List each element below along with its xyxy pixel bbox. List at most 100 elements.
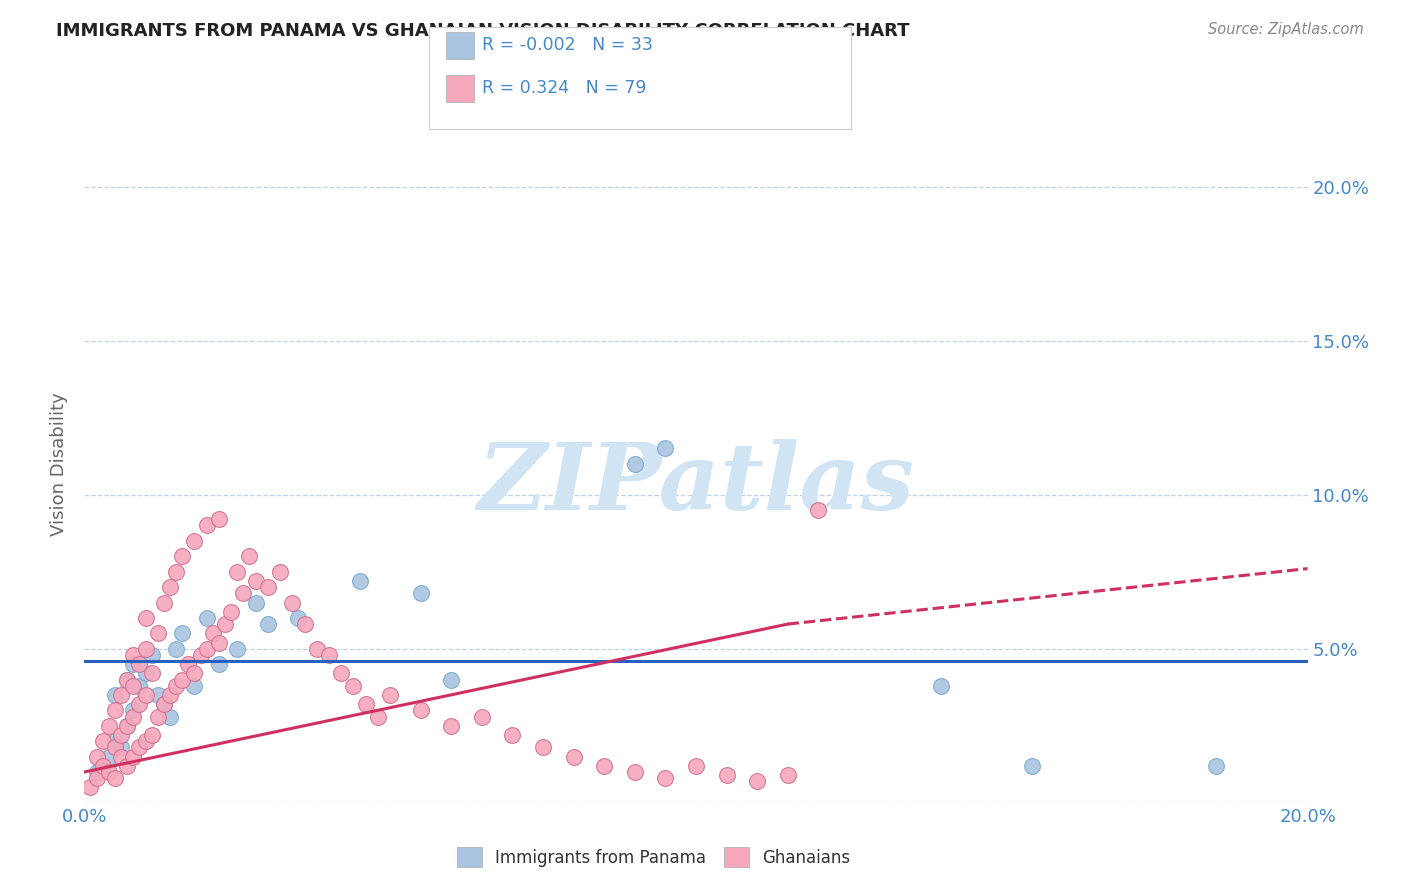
Point — [115, 673, 138, 687]
Point — [135, 734, 157, 748]
Point — [716, 768, 738, 782]
Point — [214, 617, 236, 632]
Point — [110, 749, 132, 764]
Point — [593, 759, 616, 773]
Point — [86, 764, 108, 779]
Point — [110, 728, 132, 742]
Point — [624, 764, 647, 779]
Point — [128, 657, 150, 672]
Point — [807, 503, 830, 517]
Point — [201, 626, 224, 640]
Text: R = 0.324   N = 79: R = 0.324 N = 79 — [482, 79, 647, 97]
Point — [330, 666, 353, 681]
Point — [183, 666, 205, 681]
Point — [190, 648, 212, 662]
Point — [135, 688, 157, 702]
Point — [115, 719, 138, 733]
Point — [165, 679, 187, 693]
Point — [97, 764, 120, 779]
Point — [195, 641, 218, 656]
Point — [104, 740, 127, 755]
Point — [349, 574, 371, 588]
Point — [159, 580, 181, 594]
Point — [238, 549, 260, 564]
Point — [165, 565, 187, 579]
Point — [342, 679, 364, 693]
Text: ZIPatlas: ZIPatlas — [478, 439, 914, 529]
Point — [257, 617, 280, 632]
Point — [104, 771, 127, 785]
Point — [122, 657, 145, 672]
Point — [471, 709, 494, 723]
Point — [104, 688, 127, 702]
Point — [195, 518, 218, 533]
Point — [141, 666, 163, 681]
Point — [232, 586, 254, 600]
Point — [153, 697, 176, 711]
Point — [128, 679, 150, 693]
Point — [159, 688, 181, 702]
Point — [685, 759, 707, 773]
Point — [110, 740, 132, 755]
Point — [146, 709, 169, 723]
Point — [208, 512, 231, 526]
Point — [354, 697, 377, 711]
Point — [226, 641, 249, 656]
Point — [305, 641, 328, 656]
Point — [440, 719, 463, 733]
Point — [654, 442, 676, 456]
Point — [91, 759, 114, 773]
Point — [86, 771, 108, 785]
Point — [165, 641, 187, 656]
Point — [122, 703, 145, 717]
Point — [440, 673, 463, 687]
Point — [135, 666, 157, 681]
Text: R = -0.002   N = 33: R = -0.002 N = 33 — [482, 37, 654, 54]
Point — [122, 749, 145, 764]
Point — [409, 586, 432, 600]
Point — [115, 673, 138, 687]
Point — [409, 703, 432, 717]
Point — [1021, 759, 1043, 773]
Point — [110, 688, 132, 702]
Point — [1205, 759, 1227, 773]
Point — [502, 728, 524, 742]
Point — [104, 703, 127, 717]
Point — [172, 626, 194, 640]
Point — [86, 749, 108, 764]
Point — [115, 759, 138, 773]
Point — [776, 768, 799, 782]
Point — [269, 565, 291, 579]
Point — [172, 549, 194, 564]
Text: Ghanaians: Ghanaians — [762, 849, 851, 867]
Point — [624, 457, 647, 471]
Point — [141, 648, 163, 662]
Point — [172, 673, 194, 687]
Point — [219, 605, 242, 619]
Point — [208, 635, 231, 649]
Point — [226, 565, 249, 579]
Point — [367, 709, 389, 723]
Point — [122, 648, 145, 662]
Point — [929, 679, 952, 693]
Point — [97, 719, 120, 733]
Point — [208, 657, 231, 672]
Point — [159, 709, 181, 723]
Point — [135, 641, 157, 656]
Point — [183, 533, 205, 548]
Text: Immigrants from Panama: Immigrants from Panama — [495, 849, 706, 867]
Point — [245, 574, 267, 588]
Point — [128, 697, 150, 711]
Point — [287, 611, 309, 625]
Point — [128, 740, 150, 755]
Point — [146, 626, 169, 640]
Point — [195, 611, 218, 625]
Point — [294, 617, 316, 632]
Point — [91, 734, 114, 748]
Point — [747, 774, 769, 789]
Point — [281, 595, 304, 609]
Point — [115, 719, 138, 733]
Point — [562, 749, 585, 764]
Y-axis label: Vision Disability: Vision Disability — [51, 392, 69, 536]
Point — [257, 580, 280, 594]
